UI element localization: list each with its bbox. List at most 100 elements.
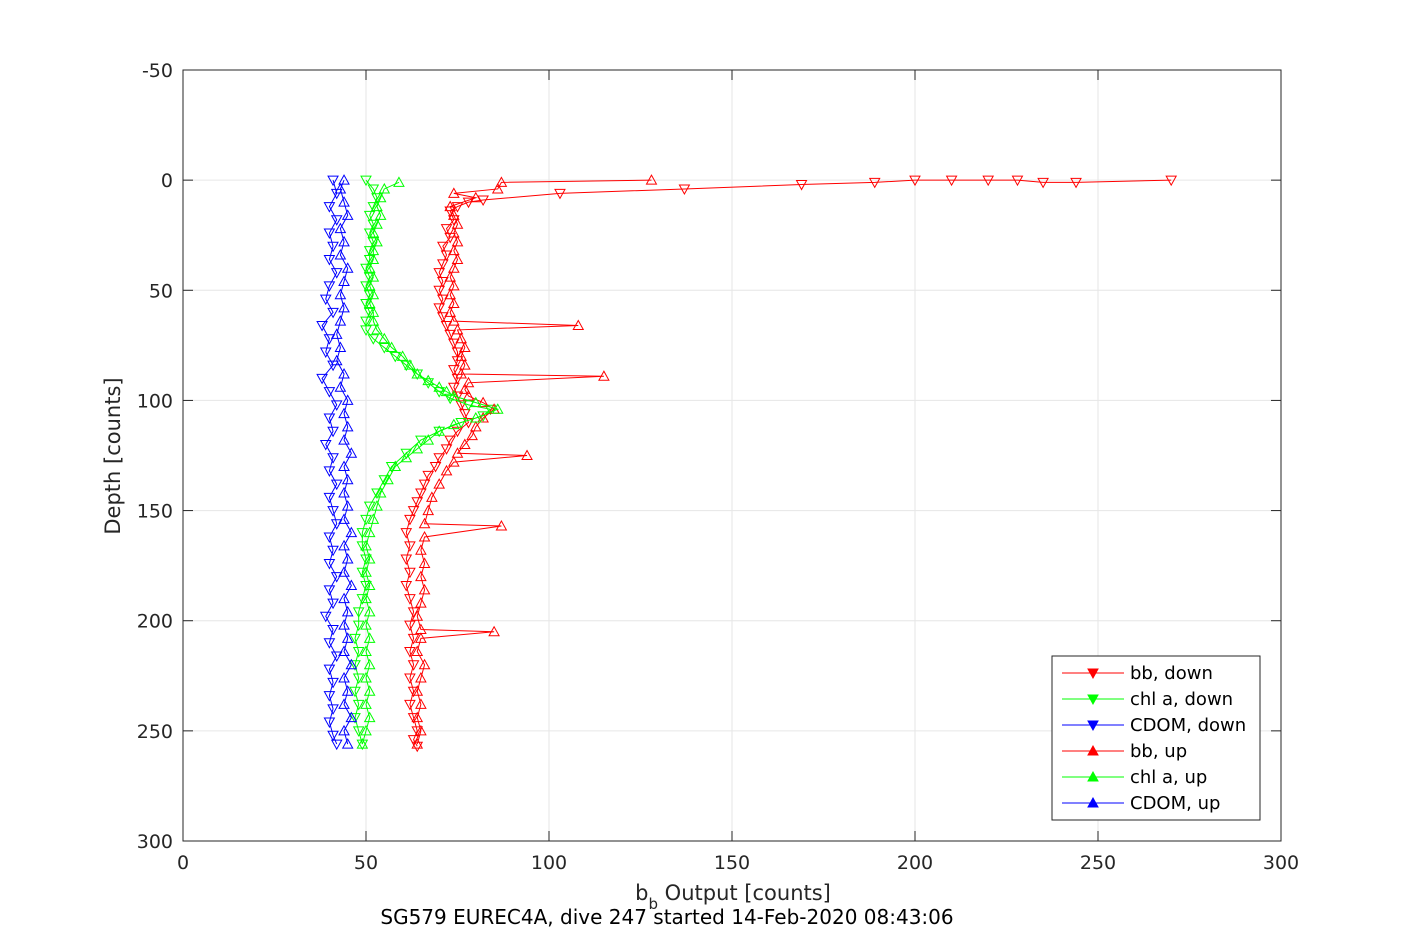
y-tick-labels: -50 0 50 100 150 200 250 300 — [137, 60, 173, 853]
data-point-marker — [418, 530, 431, 542]
data-point-marker — [323, 413, 336, 425]
data-point-marker — [334, 288, 347, 300]
data-point-marker — [349, 660, 361, 671]
data-point-marker — [411, 610, 424, 621]
data-point-marker — [363, 272, 376, 284]
data-point-marker — [451, 447, 464, 458]
data-point-marker — [868, 177, 881, 189]
data-point-marker — [385, 462, 398, 473]
data-point-marker — [360, 263, 372, 275]
data-point-marker — [374, 486, 387, 498]
y-tick-label: 100 — [137, 390, 173, 412]
data-point-marker — [360, 580, 372, 592]
data-point-marker — [404, 647, 416, 658]
data-point-marker — [327, 730, 339, 742]
data-point-marker — [356, 594, 369, 605]
data-point-marker — [338, 196, 350, 207]
data-point-marker — [447, 418, 460, 430]
data-point-marker — [458, 409, 471, 420]
data-point-marker — [334, 222, 347, 234]
data-point-marker — [378, 475, 391, 486]
data-point-marker — [455, 400, 468, 411]
data-point-marker — [341, 209, 354, 220]
data-point-marker — [341, 632, 354, 643]
data-point-marker — [521, 449, 533, 460]
data-point-marker — [795, 180, 808, 191]
data-point-marker — [469, 412, 482, 423]
data-point-marker — [407, 506, 420, 517]
tick-marks — [182, 69, 1282, 842]
data-point-marker — [360, 671, 372, 683]
legend-marker — [1087, 694, 1099, 706]
data-point-marker — [367, 271, 380, 282]
data-point-marker — [327, 625, 339, 636]
data-point-marker — [407, 686, 420, 698]
data-point-marker — [393, 176, 405, 187]
data-point-marker — [363, 307, 376, 319]
data-point-marker — [371, 200, 383, 212]
data-point-marker — [415, 724, 427, 736]
data-point-marker — [458, 341, 471, 353]
data-point-marker — [316, 321, 328, 332]
data-point-marker — [378, 332, 391, 344]
data-point-marker — [360, 645, 372, 657]
data-point-marker — [422, 378, 435, 389]
data-point-marker — [352, 673, 365, 685]
data-point-marker — [319, 611, 332, 623]
legend-entry: CDOM, up — [1062, 793, 1220, 814]
data-point-marker — [341, 473, 354, 485]
data-point-marker — [389, 460, 402, 472]
data-point-marker — [352, 726, 365, 737]
data-point-marker — [341, 262, 354, 273]
data-point-marker — [363, 526, 376, 538]
data-point-marker — [363, 685, 376, 696]
data-point-marker — [400, 554, 413, 566]
x-tick-label: 50 — [354, 852, 378, 874]
data-point-marker — [360, 299, 372, 310]
data-point-marker — [1011, 175, 1024, 187]
data-point-marker — [327, 426, 339, 438]
x-tick-label: 0 — [177, 852, 189, 874]
data-point-marker — [352, 647, 365, 658]
data-point-marker — [374, 191, 387, 203]
data-point-marker — [371, 488, 383, 499]
data-point-marker — [323, 585, 336, 596]
data-point-marker — [363, 210, 376, 222]
legend-entry: chl a, down — [1062, 689, 1233, 710]
legend-label: CDOM, up — [1130, 793, 1220, 814]
data-point-marker — [327, 704, 339, 715]
data-point-marker — [323, 281, 336, 292]
data-point-marker — [363, 279, 376, 291]
series-4 — [356, 176, 504, 749]
data-point-marker — [447, 187, 460, 198]
data-point-marker — [382, 473, 394, 485]
data-point-marker — [645, 174, 658, 185]
data-point-marker — [437, 241, 449, 253]
data-point-marker — [444, 435, 457, 447]
data-point-marker — [945, 175, 958, 187]
data-point-marker — [345, 711, 358, 723]
data-point-marker — [323, 334, 336, 345]
data-point-marker — [469, 396, 482, 408]
data-point-marker — [404, 699, 416, 711]
data-point-marker — [462, 376, 475, 388]
data-point-marker — [319, 294, 332, 306]
data-point-marker — [371, 323, 383, 335]
data-point-marker — [440, 250, 453, 262]
x-tick-label: 100 — [531, 852, 567, 874]
data-point-marker — [363, 553, 376, 564]
data-point-marker — [415, 570, 427, 582]
data-point-marker — [400, 580, 413, 592]
data-point-marker — [433, 453, 446, 464]
data-point-marker — [378, 182, 391, 194]
data-point-marker — [411, 726, 424, 737]
data-point-marker — [444, 271, 457, 282]
data-point-marker — [437, 276, 449, 288]
data-point-marker — [437, 294, 449, 306]
legend-entry: bb, down — [1062, 663, 1213, 684]
data-point-marker — [371, 235, 383, 247]
data-point-marker — [327, 598, 339, 610]
data-point-marker — [374, 209, 387, 220]
data-point-marker — [404, 594, 416, 605]
